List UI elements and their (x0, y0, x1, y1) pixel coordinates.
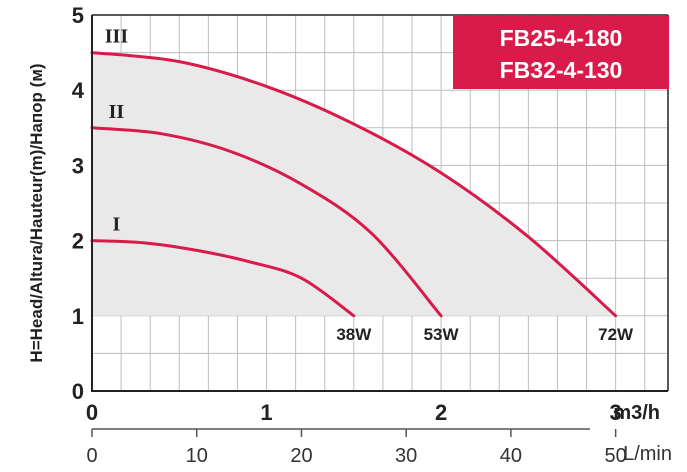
power-label: 38W (336, 325, 372, 344)
y-tick-label: 4 (72, 78, 85, 103)
curve-name-label: II (109, 101, 125, 123)
y-tick-label: 5 (72, 3, 84, 28)
curve-name-label: I (113, 214, 121, 236)
y-axis-ticks: 0 1 2 3 4 5 (72, 3, 85, 404)
y-tick-label: 2 (72, 229, 84, 254)
y-tick-label: 1 (72, 304, 84, 329)
curve-I (90, 239, 356, 318)
power-label: 53W (424, 325, 460, 344)
model-badge-background (453, 16, 669, 89)
x-tick-label: 3 (610, 400, 622, 425)
secondary-x-tick-label: 40 (500, 445, 522, 467)
operating-area-fill (92, 52, 616, 316)
curve-II (90, 126, 443, 318)
curve-III (90, 51, 618, 318)
curve-labels: I 38W II 53W III 72W (105, 26, 634, 344)
y-tick-label: 3 (72, 153, 84, 178)
curve-name-label: III (105, 26, 129, 48)
x-axis-unit: m3/h (613, 402, 660, 424)
pump-curves (90, 51, 618, 318)
model-name-2: FB32-4-130 (500, 57, 623, 83)
secondary-x-tick-label: 0 (86, 445, 97, 467)
secondary-x-tick-label: 50 (605, 445, 627, 467)
x-tick-label: 2 (435, 400, 447, 425)
x-tick-label: 0 (86, 400, 98, 425)
secondary-x-tick-label: 20 (290, 445, 312, 467)
model-badge: FB25-4-180 FB32-4-130 (453, 16, 669, 89)
secondary-x-axis-ticks: 0 10 20 30 40 50 (86, 428, 627, 467)
secondary-x-tick-label: 10 (186, 445, 208, 467)
x-axis-ticks: 0 1 2 3 (86, 400, 622, 425)
model-name-1: FB25-4-180 (500, 25, 623, 51)
x-tick-label: 1 (260, 400, 272, 425)
secondary-x-tick-label: 30 (395, 445, 417, 467)
secondary-x-axis-unit: L/min (623, 443, 672, 465)
y-tick-label: 0 (72, 379, 84, 404)
power-label: 72W (598, 325, 634, 344)
y-axis-label: H=Head/Altura/Hauteur(m)/Напор (м) (27, 63, 46, 362)
